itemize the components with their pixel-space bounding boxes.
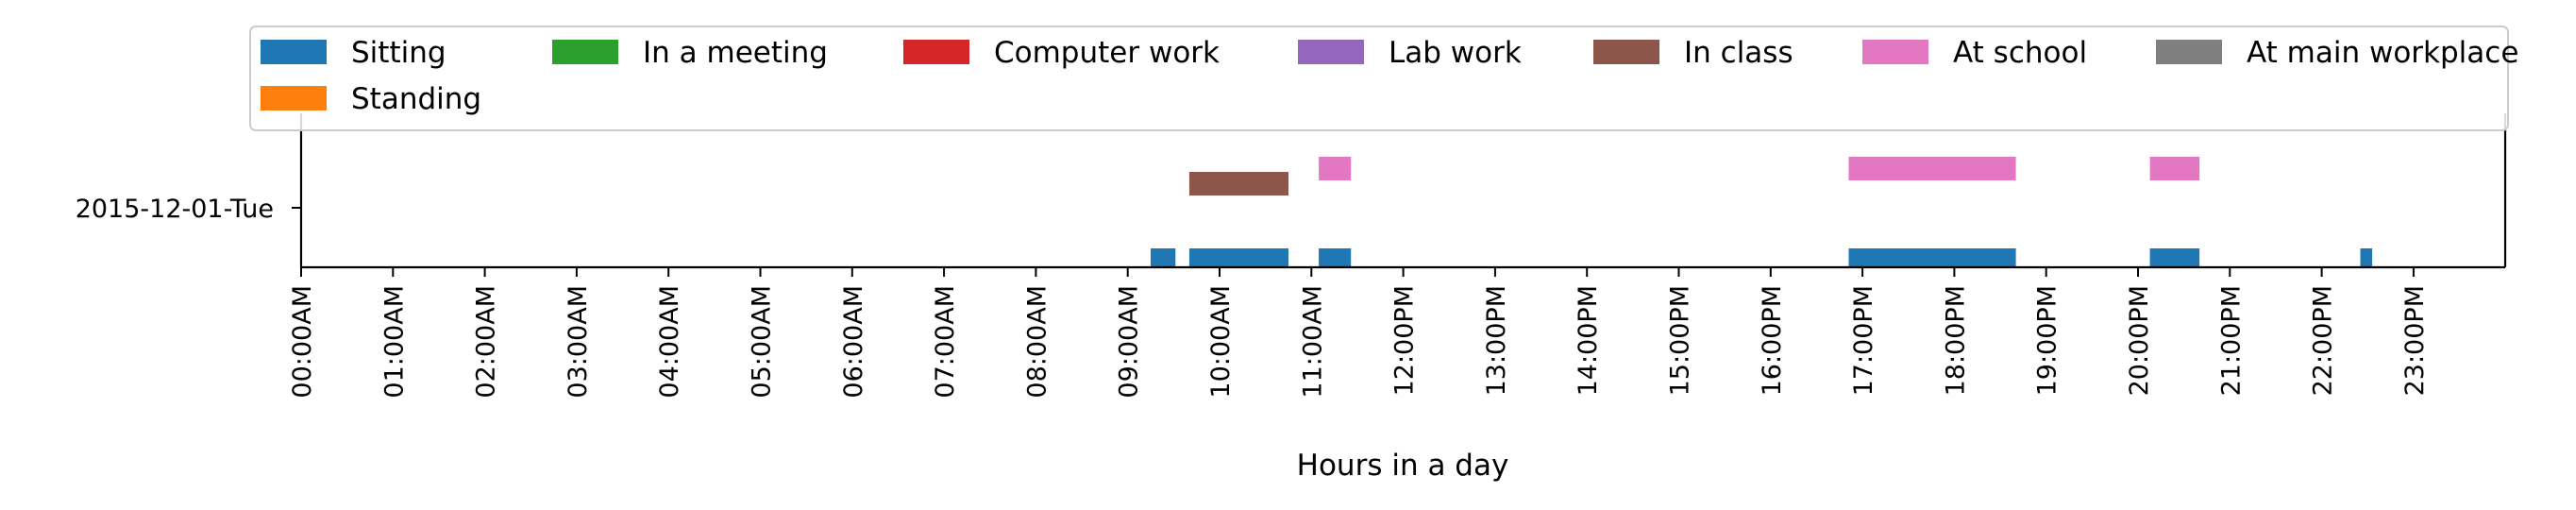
legend-label: In a meeting	[643, 36, 828, 70]
legend-swatch	[2156, 40, 2222, 64]
legend-swatch	[261, 40, 327, 64]
x-tick-label: 20:00PM	[2125, 285, 2154, 396]
x-tick-label: 11:00AM	[1298, 285, 1327, 399]
x-tick-label: 03:00AM	[564, 285, 593, 399]
bar-at-school-1	[1319, 157, 1352, 180]
x-axis-title: Hours in a day	[1297, 449, 1509, 483]
x-tick-label: 12:00PM	[1390, 285, 1420, 396]
bar-sitting-5	[2149, 248, 2200, 267]
x-tick-label: 17:00PM	[1849, 285, 1878, 396]
legend-label: At main workplace	[2247, 36, 2518, 70]
legend-swatch	[552, 40, 618, 64]
x-tick-label: 22:00PM	[2309, 285, 2338, 396]
x-tick-label: 04:00AM	[655, 285, 684, 399]
row-label: 2015-12-01-Tue	[76, 195, 274, 224]
legend-swatch	[1298, 40, 1364, 64]
x-tick-label: 23:00PM	[2400, 285, 2430, 396]
bar-sitting-6	[2360, 248, 2373, 267]
bar-at-school-2	[1848, 157, 2016, 180]
x-tick-label: 21:00PM	[2216, 285, 2246, 396]
legend-label: In class	[1684, 36, 1793, 70]
x-tick-label: 16:00PM	[1758, 285, 1787, 396]
bar-sitting-1	[1151, 248, 1176, 267]
legend-swatch	[261, 86, 327, 110]
legend-items: Sitting Standing In a meeting Computer work…	[261, 36, 2518, 116]
x-tick-label: 15:00PM	[1666, 285, 1695, 396]
x-tick-label: 08:00AM	[1022, 285, 1052, 399]
bar-sitting-3	[1319, 248, 1352, 267]
x-tick-label: 19:00PM	[2033, 285, 2062, 396]
x-tick-label: 06:00AM	[839, 285, 868, 399]
legend-swatch	[1862, 40, 1928, 64]
x-axis-ticks: 00:00AM 01:00AM 02:00AM 03:00AM 04:00AM 05:00…	[288, 267, 2430, 399]
x-tick-label: 09:00AM	[1115, 285, 1144, 399]
x-tick-label: 14:00PM	[1574, 285, 1603, 396]
bar-sitting-4	[1848, 248, 2016, 267]
legend-frame	[249, 26, 2509, 131]
legend-label: Computer work	[994, 36, 1220, 70]
plot-area	[301, 113, 2505, 267]
legend-label: At school	[1953, 36, 2087, 70]
bar-at-school-3	[2149, 157, 2200, 180]
activity-bars	[1151, 157, 2373, 267]
legend-swatch	[903, 40, 969, 64]
x-tick-label: 18:00PM	[1941, 285, 1970, 396]
legend-label: Sitting	[351, 36, 446, 70]
x-tick-label: 07:00AM	[931, 285, 960, 399]
x-tick-label: 05:00AM	[748, 285, 777, 399]
x-tick-label: 00:00AM	[288, 285, 317, 399]
legend-label: Standing	[351, 82, 481, 116]
legend-label: Lab work	[1389, 36, 1522, 70]
x-tick-label: 10:00AM	[1206, 285, 1236, 399]
bar-sitting-2	[1188, 248, 1288, 267]
bar-in-class-1	[1188, 172, 1288, 196]
x-tick-label: 13:00PM	[1482, 285, 1511, 396]
x-tick-label: 02:00AM	[472, 285, 501, 399]
y-axis: 2015-12-01-Tue	[76, 195, 301, 224]
x-tick-label: 01:00AM	[379, 285, 409, 399]
legend: Sitting Standing In a meeting Computer work…	[249, 26, 2518, 131]
legend-swatch	[1593, 40, 1659, 64]
